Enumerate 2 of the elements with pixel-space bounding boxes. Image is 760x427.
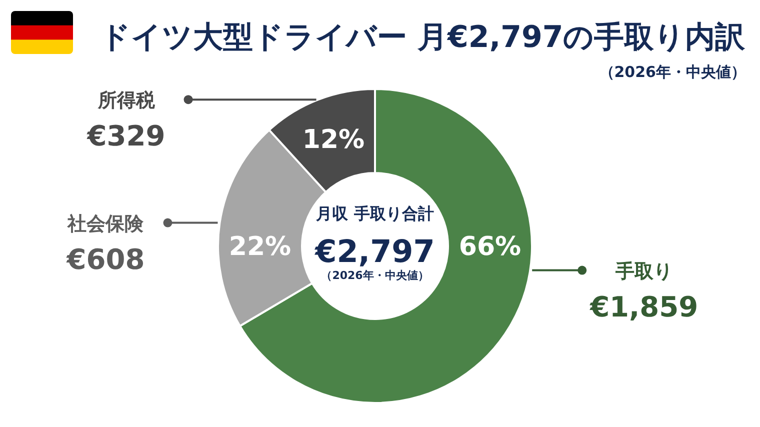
subtitle: （2026年・中央値） [599,63,746,81]
title: ドイツ大型ドライバー 月€2,797の手取り内訳 [100,20,746,55]
